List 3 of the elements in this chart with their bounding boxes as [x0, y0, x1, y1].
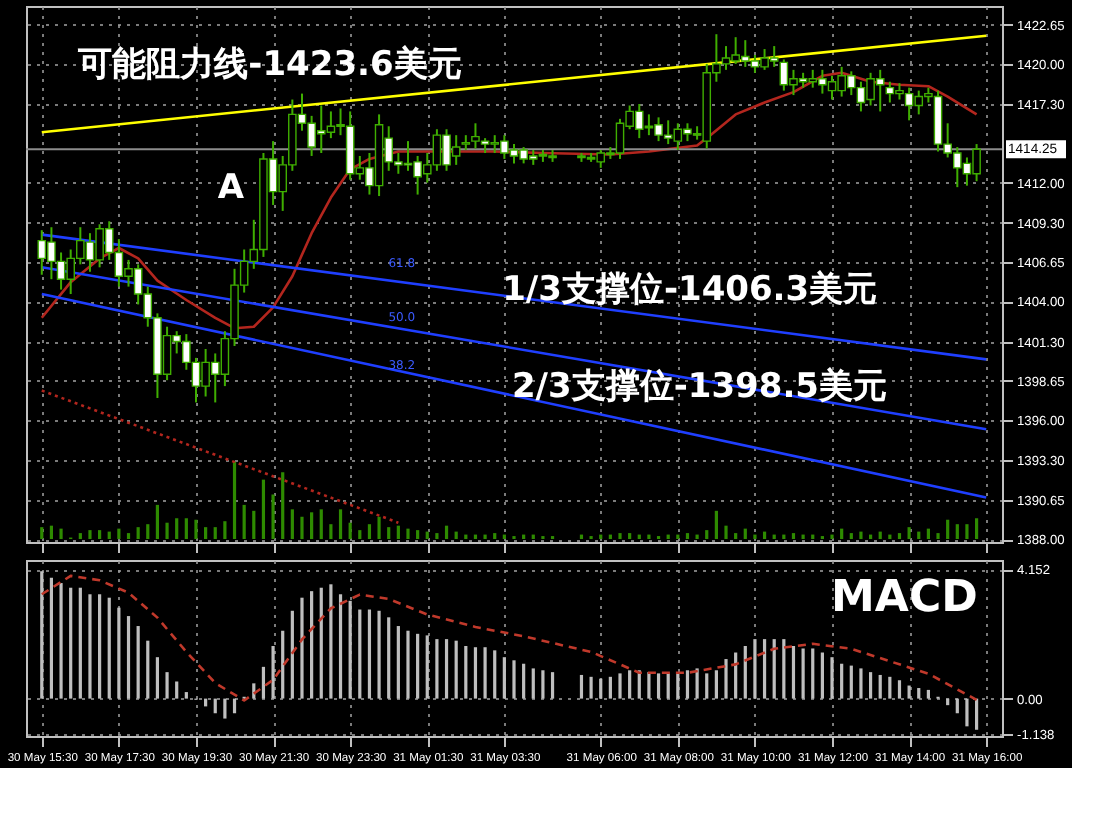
annotation: 可能阻力线-1423.6美元: [76, 44, 462, 85]
annotation: MACD: [831, 572, 978, 623]
annotation: A: [217, 168, 246, 209]
